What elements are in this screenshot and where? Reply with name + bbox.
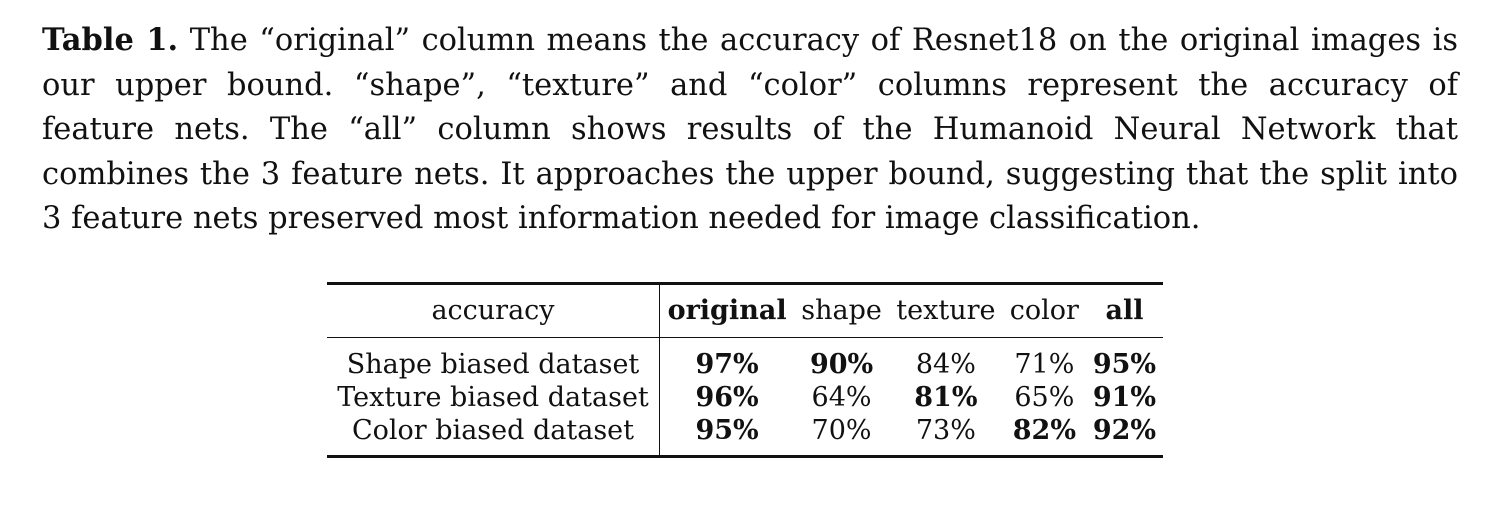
- cell-color: 65%: [1014, 382, 1075, 413]
- header-color: color: [1002, 283, 1086, 338]
- cell-all: 95%: [1092, 349, 1157, 380]
- table-caption: Table 1. The “original” column means the…: [42, 18, 1458, 242]
- cell-original: 97%: [695, 349, 759, 380]
- table-row: Color biased dataset 95% 70% 73% 82% 92%: [327, 414, 1163, 457]
- table-header-row: accuracy original shape texture color al…: [327, 283, 1163, 338]
- cell-shape: 70%: [811, 415, 872, 446]
- header-texture: texture: [888, 283, 1003, 338]
- cell-original: 96%: [695, 382, 759, 413]
- row-label: Texture biased dataset: [327, 381, 660, 414]
- results-table: accuracy original shape texture color al…: [327, 282, 1163, 458]
- cell-texture: 84%: [915, 349, 976, 380]
- row-label: Color biased dataset: [327, 414, 660, 457]
- cell-shape: 64%: [811, 382, 872, 413]
- header-all: all: [1085, 283, 1163, 338]
- row-label: Shape biased dataset: [327, 337, 660, 381]
- cell-texture: 81%: [914, 382, 978, 413]
- cell-texture: 73%: [915, 415, 976, 446]
- header-original: original: [659, 283, 795, 338]
- header-shape: shape: [794, 283, 889, 338]
- table-row: Shape biased dataset 97% 90% 84% 71% 95%: [327, 337, 1163, 381]
- cell-original: 95%: [695, 415, 759, 446]
- caption-label: Table 1.: [42, 22, 179, 58]
- cell-all: 91%: [1092, 382, 1157, 413]
- cell-shape: 90%: [809, 349, 874, 380]
- cell-color: 82%: [1012, 415, 1076, 446]
- caption-text: The “original” column means the accuracy…: [42, 23, 1458, 236]
- results-table-container: accuracy original shape texture color al…: [327, 282, 1163, 458]
- header-accuracy: accuracy: [327, 283, 660, 338]
- table-row: Texture biased dataset 96% 64% 81% 65% 9…: [327, 381, 1163, 414]
- cell-color: 71%: [1014, 349, 1075, 380]
- cell-all: 92%: [1092, 415, 1157, 446]
